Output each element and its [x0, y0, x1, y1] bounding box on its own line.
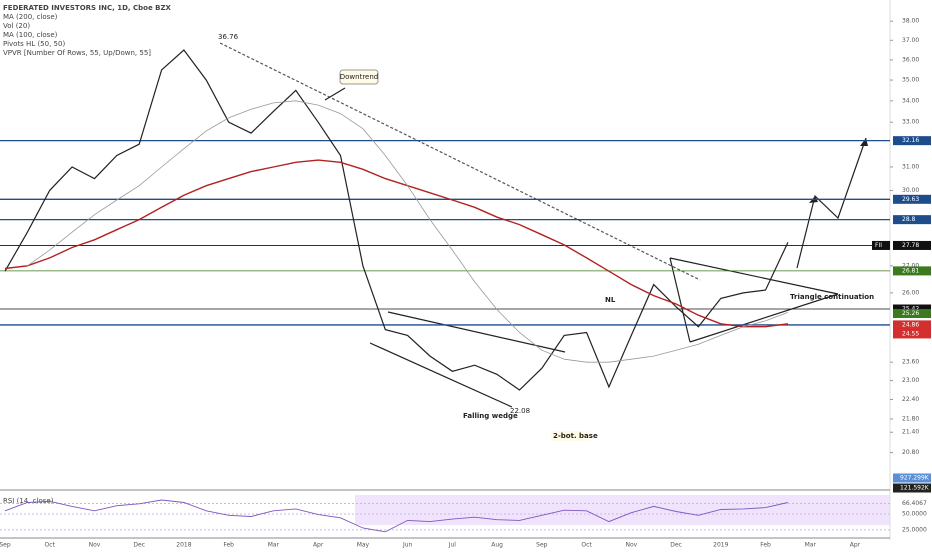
ticker-label: FII	[875, 242, 882, 249]
volume-tag	[893, 483, 931, 493]
level-tag	[893, 215, 931, 225]
level-tag	[893, 136, 931, 146]
downtrend-box	[339, 69, 379, 85]
x-tick-label: Nov	[625, 542, 637, 549]
level-label: 28.8	[902, 216, 916, 223]
y-tick-label: 23.60	[902, 359, 919, 366]
x-tick-label: Jun	[402, 542, 413, 549]
level-label: 24.86	[902, 321, 919, 328]
arrow-head	[860, 138, 868, 146]
x-tick-label: Oct	[581, 542, 592, 549]
level-tag	[893, 240, 931, 250]
y-tick-label: 30.00	[902, 187, 919, 194]
price-line	[4, 49, 789, 391]
level-label: 24.55	[902, 330, 919, 337]
y-tick-label: 35.00	[902, 77, 919, 84]
x-tick-label: Feb	[223, 542, 234, 549]
rsi-tick-label: 66.4067	[902, 500, 927, 507]
rsi-band	[355, 495, 890, 525]
y-tick-label: 20.80	[902, 449, 919, 456]
level-label: 25.26	[902, 310, 919, 317]
y-tick-label: 31.00	[902, 163, 919, 170]
y-tick-label: 33.00	[902, 119, 919, 126]
x-tick-label: Aug	[491, 542, 503, 549]
x-tick-label: Jul	[448, 542, 457, 549]
level-tag	[893, 266, 931, 276]
x-tick-label: 2018	[176, 542, 191, 549]
ticker-tag	[872, 240, 890, 250]
x-tick-label: 2019	[713, 542, 728, 549]
rsi-title: RSI (14, close)	[3, 497, 54, 505]
level-tag	[893, 329, 931, 339]
y-tick-label: 22.40	[902, 396, 919, 403]
annotation: Downtrend	[340, 73, 379, 81]
y-tick-label: 21.80	[902, 415, 919, 422]
moving-average	[4, 159, 788, 328]
level-tag	[893, 194, 931, 204]
y-tick-label: 26.00	[902, 289, 919, 296]
y-tick-label: 38.00	[902, 18, 919, 25]
indicator-label: MA (200, close)	[3, 13, 58, 21]
rsi-tick-label: 25.0000	[902, 526, 927, 533]
base-box	[551, 431, 589, 441]
x-tick-label: Mar	[268, 542, 280, 549]
x-tick-label: Sep	[536, 542, 548, 549]
y-tick-label: 36.00	[902, 56, 919, 63]
y-tick-label: 37.00	[902, 37, 919, 44]
rsi-line	[4, 499, 788, 533]
volume-label: 121.592K	[900, 485, 930, 492]
x-tick-label: Apr	[313, 542, 324, 549]
level-tag	[893, 309, 931, 319]
level-tag	[893, 320, 931, 330]
indicator-label: Vol (20)	[3, 22, 30, 30]
level-label: 32.16	[902, 137, 919, 144]
indicator-label: Pivots HL (50, 50)	[3, 40, 65, 48]
x-tick-label: Feb	[760, 542, 771, 549]
annotation: 2-bot. base	[553, 432, 598, 440]
annotation: 22.08	[510, 407, 530, 415]
annotation: Triangle continuation	[790, 293, 874, 301]
x-tick-label: Apr	[850, 542, 861, 549]
x-tick-label: Sep	[0, 542, 11, 549]
y-tick-label: 21.40	[902, 429, 919, 436]
x-tick-label: Dec	[670, 542, 682, 549]
level-label: 27.78	[902, 242, 919, 249]
moving-average	[27, 100, 789, 363]
x-tick-label: Nov	[89, 542, 101, 549]
x-tick-label: Dec	[133, 542, 145, 549]
y-tick-label: 23.00	[902, 377, 919, 384]
indicator-label: VPVR [Number Of Rows, 55, Up/Down, 55]	[3, 49, 151, 57]
chart-title: FEDERATED INVESTORS INC, 1D, Cboe BZX	[3, 4, 172, 12]
x-tick-label: Oct	[45, 542, 56, 549]
annotation: 36.76	[218, 33, 239, 41]
x-tick-label: Mar	[805, 542, 817, 549]
annotation: Falling wedge	[463, 412, 518, 420]
y-tick-label: 27.00	[902, 262, 919, 269]
y-tick-label: 34.00	[902, 97, 919, 104]
level-label: 26.81	[902, 267, 919, 274]
annotation: NL	[605, 296, 616, 304]
volume-label: 927.299K	[900, 475, 930, 482]
x-tick-label: May	[357, 542, 370, 549]
indicator-label: MA (100, close)	[3, 31, 58, 39]
level-label: 25.42	[902, 306, 919, 313]
volume-tag	[893, 473, 931, 483]
rsi-tick-label: 50.0000	[902, 511, 927, 518]
level-tag	[893, 304, 931, 314]
level-label: 29.63	[902, 196, 919, 203]
